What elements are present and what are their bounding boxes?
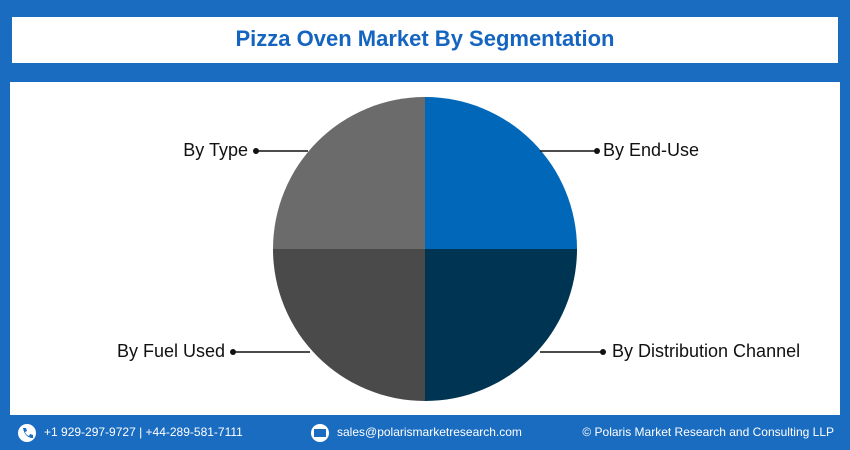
footer-email: sales@polarismarketresearch.com [337,425,522,439]
slice-label: By Distribution Channel [612,341,800,361]
phone-icon [18,424,36,442]
slice-label: By Type [183,140,248,160]
footer-phone: +1 929-297-9727 | +44-289-581-7111 [44,425,243,439]
leader-dot [230,349,236,355]
slice-label: By End-Use [603,140,699,160]
chart-title: Pizza Oven Market By Segmentation [236,26,615,51]
phone-glyph [23,428,33,438]
leader-dot [253,148,259,154]
pie-slice [273,249,425,401]
leader-dot [600,349,606,355]
pie-slice [425,249,577,401]
footer-copyright: © Polaris Market Research and Consulting… [582,425,834,439]
title-box [12,17,838,63]
pie-slice [425,97,577,249]
pie-slice [273,97,425,249]
mail-glyph [314,429,326,437]
slice-label: By Fuel Used [117,341,225,361]
leader-dot [594,148,600,154]
